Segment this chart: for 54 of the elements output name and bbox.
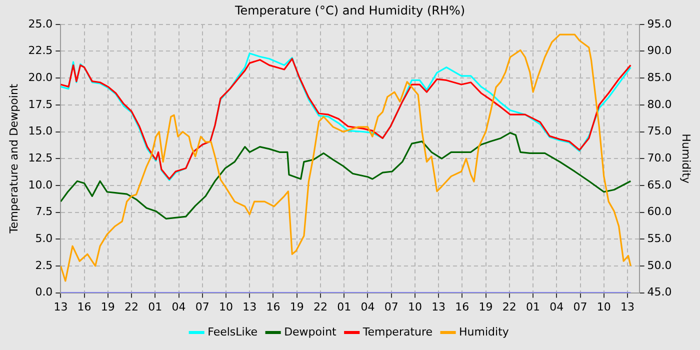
chart-title: Temperature (°C) and Humidity (RH%) xyxy=(234,3,466,18)
x-tick-label: 22 xyxy=(124,300,139,314)
y2-tick-label: 75.0 xyxy=(647,124,672,138)
x-tick-label: 07 xyxy=(384,300,398,314)
legend-label: Temperature xyxy=(362,325,433,338)
x-tick-label: 04 xyxy=(550,300,564,314)
x-tick-label: 13 xyxy=(242,300,257,314)
x-tick-label: 16 xyxy=(266,300,280,314)
y2-tick-label: 45.0 xyxy=(647,286,672,299)
x-tick-label: 13 xyxy=(620,300,634,314)
x-tick-label: 10 xyxy=(219,300,234,314)
y-tick-label: 22.5 xyxy=(28,44,53,58)
y2-tick-label: 95.0 xyxy=(647,17,672,30)
x-tick-label: 13 xyxy=(432,300,446,314)
y-tick-label: 20.0 xyxy=(28,70,53,84)
y-tick-label: 5.0 xyxy=(35,232,53,245)
y2-tick-label: 50.0 xyxy=(647,258,672,272)
x-tick-label: 19 xyxy=(478,300,493,314)
x-tick-label: 04 xyxy=(172,300,186,314)
y-axis-title: Temperature and Dewpoint xyxy=(7,83,20,234)
y2-axis-title: Humidity xyxy=(680,134,693,184)
y2-tick-label: 85.0 xyxy=(647,70,672,84)
y-tick-label: 10.0 xyxy=(28,178,53,192)
x-tick-label: 22 xyxy=(502,300,516,314)
y2-tick-label: 65.0 xyxy=(647,178,672,192)
x-tick-label: 07 xyxy=(195,300,210,314)
y-tick-label: 2.5 xyxy=(35,258,53,272)
y2-tick-label: 90.0 xyxy=(647,44,672,58)
x-tick-label: 16 xyxy=(455,300,470,314)
x-tick-label: 19 xyxy=(100,300,115,314)
x-tick-label: 22 xyxy=(313,300,328,314)
y-tick-label: 12.5 xyxy=(28,151,53,164)
legend-label: Humidity xyxy=(459,325,510,338)
y-tick-label: 15.0 xyxy=(28,124,53,138)
x-tick-label: 01 xyxy=(337,300,352,314)
y2-tick-label: 60.0 xyxy=(647,205,672,218)
x-tick-label: 01 xyxy=(526,300,540,314)
x-tick-label: 04 xyxy=(360,300,375,314)
y2-tick-label: 70.0 xyxy=(647,151,672,164)
x-tick-label: 10 xyxy=(408,300,422,314)
x-tick-label: 07 xyxy=(573,300,588,314)
x-tick-label: 01 xyxy=(148,300,162,314)
x-tick-label: 16 xyxy=(77,300,92,314)
legend-label: Dewpoint xyxy=(284,325,338,338)
y-tick-label: 0.0 xyxy=(35,286,53,299)
y-tick-label: 7.5 xyxy=(35,205,53,218)
y2-tick-label: 55.0 xyxy=(647,232,672,245)
x-tick-label: 10 xyxy=(596,300,611,314)
y-tick-label: 25.0 xyxy=(28,17,53,30)
y2-tick-label: 80.0 xyxy=(647,98,672,111)
x-tick-label: 19 xyxy=(290,300,304,314)
x-tick-label: 13 xyxy=(54,300,68,314)
legend-label: FeelsLike xyxy=(208,325,258,338)
y-tick-label: 17.5 xyxy=(28,98,53,111)
